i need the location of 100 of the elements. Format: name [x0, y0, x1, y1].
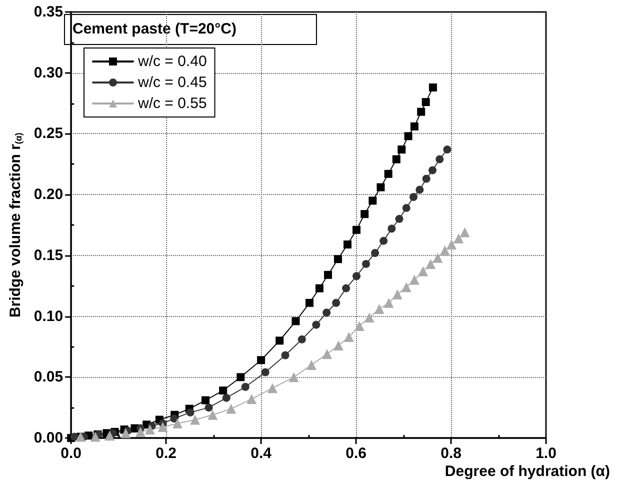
x-tick-label: 0.8 — [440, 445, 462, 462]
y-tick-label: 0.35 — [34, 4, 64, 20]
point — [422, 98, 430, 106]
point — [409, 274, 420, 285]
point — [410, 122, 418, 130]
point — [362, 260, 370, 268]
point — [158, 422, 168, 432]
y-tick-label: 0.05 — [34, 368, 64, 386]
point — [384, 170, 392, 178]
point — [322, 349, 332, 360]
x-tick-label: 1.0 — [536, 445, 556, 462]
point — [342, 284, 350, 292]
point — [343, 240, 352, 248]
point — [436, 155, 444, 164]
point — [104, 430, 115, 441]
point — [298, 335, 306, 344]
point — [404, 132, 412, 140]
point — [322, 308, 331, 317]
point — [402, 204, 410, 212]
point — [344, 332, 354, 342]
x-tick-label: 0.0 — [60, 445, 82, 462]
point — [334, 255, 342, 264]
legend-label: w/c = 0.45 — [137, 74, 207, 91]
point — [416, 186, 424, 194]
y-tick-label: 0.20 — [34, 186, 64, 204]
point — [201, 396, 210, 404]
point — [236, 373, 245, 382]
point — [190, 414, 200, 425]
point — [186, 408, 194, 416]
point — [454, 233, 464, 244]
point — [426, 258, 436, 269]
point — [384, 298, 394, 308]
point — [281, 351, 290, 360]
y-tick-label: 0.25 — [34, 125, 64, 142]
point — [440, 246, 450, 256]
point — [170, 414, 178, 423]
point — [395, 214, 404, 223]
point — [410, 193, 418, 202]
point — [417, 108, 426, 116]
point — [446, 239, 456, 250]
point — [398, 146, 406, 154]
point — [267, 383, 278, 394]
point — [352, 272, 361, 280]
point — [460, 227, 470, 238]
point — [312, 320, 320, 329]
legend-label: w/c = 0.40 — [137, 53, 207, 70]
point — [241, 382, 250, 391]
point — [352, 226, 361, 234]
y-tick-label: 0.00 — [34, 430, 64, 446]
point — [261, 368, 270, 376]
point — [432, 252, 443, 263]
point — [276, 336, 284, 345]
point — [90, 432, 100, 442]
point — [392, 289, 402, 300]
point — [443, 146, 452, 154]
point — [208, 410, 218, 420]
point — [306, 360, 316, 370]
legend-title: Cement paste (T=20°C) — [72, 20, 236, 38]
y-tick-label: 0.10 — [34, 308, 64, 325]
y-axis-title: Bridge volume fraction r(α) — [7, 132, 24, 318]
point — [428, 166, 436, 174]
point — [135, 426, 146, 437]
point — [418, 266, 428, 276]
point — [315, 284, 324, 292]
point — [288, 372, 299, 382]
point — [364, 312, 374, 323]
point — [374, 304, 384, 314]
x-tick-label: 0.6 — [346, 445, 366, 462]
x-axis-title: Degree of hydration (α) — [444, 463, 610, 480]
point — [172, 418, 182, 428]
point — [144, 424, 155, 434]
x-tick-label: 0.4 — [250, 445, 272, 462]
legend-label: w/c = 0.55 — [137, 95, 207, 112]
point — [428, 83, 437, 92]
point — [219, 386, 228, 395]
point — [226, 404, 236, 414]
point — [392, 155, 400, 164]
point — [204, 404, 213, 412]
point — [360, 210, 369, 218]
point — [376, 183, 385, 192]
x-tick-label: 0.2 — [156, 445, 177, 462]
point — [120, 428, 131, 438]
point — [222, 394, 230, 402]
point — [333, 340, 344, 350]
point — [422, 174, 430, 183]
point — [305, 298, 314, 307]
point — [371, 248, 380, 257]
point — [368, 196, 377, 205]
point — [332, 298, 340, 307]
point — [246, 394, 257, 404]
y-tick-label: 0.30 — [34, 64, 64, 82]
point — [70, 432, 78, 441]
point — [324, 270, 332, 279]
point — [380, 236, 388, 245]
point — [401, 282, 412, 292]
point — [354, 321, 364, 332]
y-tick-label: 0.15 — [34, 246, 64, 264]
point — [388, 224, 396, 233]
point — [292, 317, 300, 326]
point — [257, 356, 266, 364]
